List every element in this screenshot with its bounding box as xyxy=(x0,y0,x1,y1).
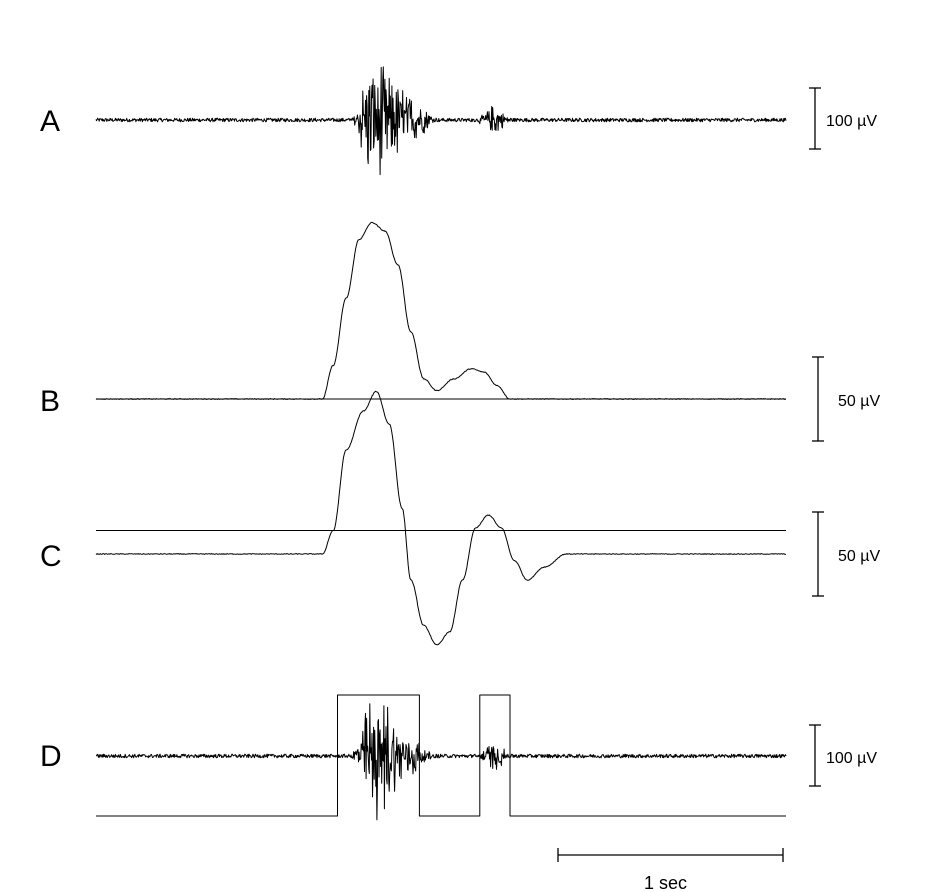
scale-label-b: 50 µV xyxy=(838,393,880,410)
time-scale-bar: 1 sec xyxy=(557,848,784,892)
trace-c-filtered xyxy=(95,390,787,646)
panel-label-d: D xyxy=(40,740,62,773)
panel-label-b: B xyxy=(40,385,60,418)
scale-bar-d: 100 µV xyxy=(809,724,877,787)
trace-b-envelope xyxy=(95,221,786,400)
scale-bar-a: 100 µV xyxy=(809,87,877,150)
time-scale-label: 1 sec xyxy=(644,873,687,892)
scale-bar-b: 50 µV xyxy=(812,356,880,442)
trace-d-gate xyxy=(96,694,786,817)
trace-a-raw-emg xyxy=(95,66,787,176)
scale-label-c: 50 µV xyxy=(838,548,880,565)
panel-label-a: A xyxy=(40,105,60,138)
scale-label-d: 100 µV xyxy=(826,750,877,767)
scale-label-a: 100 µV xyxy=(826,113,877,130)
trace-d-raw-emg xyxy=(95,703,787,821)
scale-bar-c: 50 µV xyxy=(812,511,880,597)
panel-label-c: C xyxy=(40,540,62,573)
